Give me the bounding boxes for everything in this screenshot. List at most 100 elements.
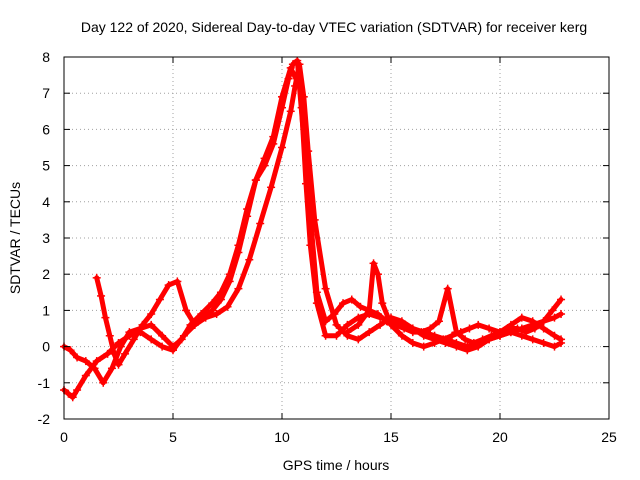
y-tick-label: 6 <box>42 121 50 137</box>
data-point <box>513 324 522 333</box>
data-point <box>269 132 278 141</box>
data-point <box>456 328 465 337</box>
y-tick-label: 1 <box>42 302 50 318</box>
y-tick-label: 7 <box>42 85 50 101</box>
data-point <box>295 81 304 90</box>
data-point <box>81 371 90 380</box>
data-point <box>125 331 134 340</box>
x-tick-label: 15 <box>383 429 399 445</box>
data-point <box>496 328 504 337</box>
data-point <box>129 335 138 344</box>
data-point <box>365 306 374 315</box>
data-point <box>426 324 435 333</box>
y-tick-label: 5 <box>42 158 50 174</box>
data-point <box>550 331 559 340</box>
data-point <box>539 317 548 326</box>
data-point <box>548 306 557 315</box>
data-point <box>365 328 374 337</box>
x-tick-label: 10 <box>274 429 290 445</box>
data-point <box>485 324 494 333</box>
data-point <box>164 281 173 290</box>
data-point <box>147 335 156 344</box>
data-point <box>387 320 395 329</box>
data-point <box>439 335 448 344</box>
data-point <box>147 320 156 329</box>
data-point <box>517 331 526 340</box>
data-point <box>557 310 566 319</box>
data-point <box>225 277 234 286</box>
axis-ticks: 0 5 10 15 20 25 -2 -1 0 1 2 3 4 5 6 7 8 <box>38 49 617 445</box>
data-point <box>73 353 82 362</box>
data-point <box>343 328 352 337</box>
data-point <box>169 346 177 355</box>
data-point <box>147 310 156 319</box>
data-point <box>539 338 548 347</box>
data-point <box>397 317 406 326</box>
data-point <box>105 331 114 340</box>
data-point <box>474 342 483 351</box>
data-point <box>528 335 537 344</box>
data-point <box>487 331 496 340</box>
data-point <box>522 328 531 337</box>
data-point <box>339 299 348 308</box>
data-point <box>517 313 526 322</box>
x-tick-label: 20 <box>492 429 508 445</box>
data-point <box>408 328 417 337</box>
x-axis-label: GPS time / hours <box>283 457 390 473</box>
data-point <box>245 255 254 264</box>
data-point <box>343 320 352 329</box>
data-point <box>114 360 123 369</box>
data-point <box>92 357 101 366</box>
data-point <box>260 154 269 163</box>
data-point <box>158 331 167 340</box>
y-tick-label: 0 <box>42 339 50 355</box>
data-point <box>243 212 252 221</box>
y-tick-label: 4 <box>42 194 50 210</box>
data-point <box>251 176 260 185</box>
data-point <box>81 357 90 366</box>
data-point <box>73 386 82 395</box>
data-point <box>443 284 452 293</box>
data-point <box>434 317 443 326</box>
data-point <box>267 183 276 192</box>
data-point <box>66 346 75 355</box>
data-point <box>332 331 341 340</box>
data-point <box>321 317 330 326</box>
data-point <box>155 295 164 304</box>
data-point <box>223 302 232 311</box>
data-point <box>92 273 101 282</box>
data-point <box>550 313 559 322</box>
y-tick-label: 3 <box>42 230 50 246</box>
data-point <box>369 259 378 268</box>
data-point <box>199 313 208 322</box>
data-point <box>212 310 221 319</box>
data-point <box>278 92 286 101</box>
data-point <box>330 310 339 319</box>
data-point <box>179 331 188 340</box>
data-point <box>528 317 537 326</box>
data-point <box>557 295 566 304</box>
data-point <box>469 338 478 347</box>
data-point <box>474 320 483 329</box>
data-point <box>461 335 470 344</box>
data-point <box>216 295 225 304</box>
data-point <box>478 335 487 344</box>
data-point <box>68 393 77 402</box>
data-point <box>114 338 123 347</box>
chart-title: Day 122 of 2020, Sidereal Day-to-day VTE… <box>81 19 587 35</box>
data-point <box>417 328 426 337</box>
data-point <box>99 378 108 387</box>
data-point <box>256 219 265 228</box>
data-point <box>304 186 313 195</box>
series-line <box>94 65 564 368</box>
data-point <box>107 364 116 373</box>
data-point <box>408 338 417 347</box>
data-point <box>101 313 110 322</box>
data-point <box>321 331 330 340</box>
data-point <box>347 295 356 304</box>
data-point <box>158 342 167 351</box>
grid-lines <box>64 57 609 419</box>
data-point <box>419 342 428 351</box>
y-tick-label: 2 <box>42 266 50 282</box>
